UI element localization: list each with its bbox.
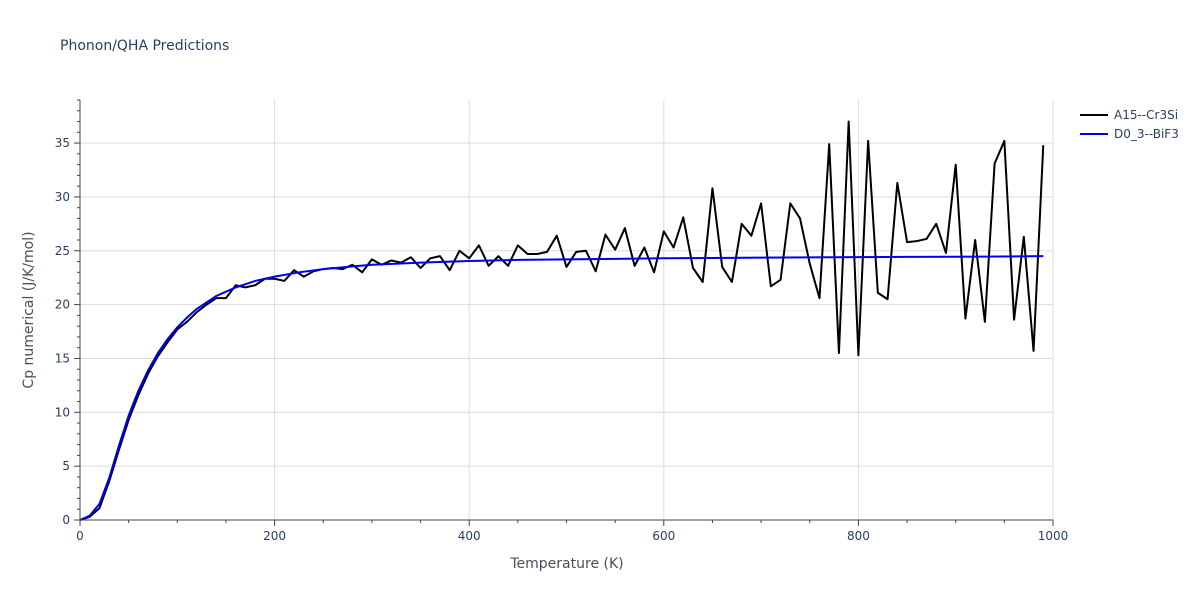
y-axis-title: Cp numerical (J/K/mol) (21, 231, 37, 388)
x-tick-label: 200 (263, 529, 286, 543)
x-tick-label: 1000 (1038, 529, 1069, 543)
y-tick-label: 20 (55, 298, 70, 312)
y-tick-label: 10 (55, 405, 70, 419)
y-tick-label: 5 (62, 459, 70, 473)
x-axis-title: Temperature (K) (509, 556, 623, 572)
y-tick-label: 0 (62, 513, 70, 527)
plot-area (79, 120, 1045, 521)
series-line-A15--Cr3Si (79, 120, 1045, 521)
legend-label: D0_3--BiF3 (1114, 127, 1179, 141)
x-tick-label: 600 (652, 529, 675, 543)
axes: 0 200 400 600 800 1000 0 5 10 15 20 25 30 35 (55, 99, 1069, 543)
legend-label: A15--Cr3Si (1114, 108, 1178, 122)
chart-title: Phonon/QHA Predictions (60, 38, 229, 54)
y-tick-label: 15 (55, 351, 70, 365)
y-tick-label: 25 (55, 244, 70, 258)
grid (80, 100, 1054, 520)
x-tick-label: 800 (847, 529, 870, 543)
y-tick-label: 30 (55, 190, 70, 204)
legend: A15--Cr3Si D0_3--BiF3 (1080, 108, 1179, 141)
series-line-D0_3--BiF3 (79, 255, 1044, 521)
x-tick-label: 400 (458, 529, 481, 543)
y-tick-label: 35 (55, 136, 70, 150)
x-tick-label: 0 (76, 529, 84, 543)
